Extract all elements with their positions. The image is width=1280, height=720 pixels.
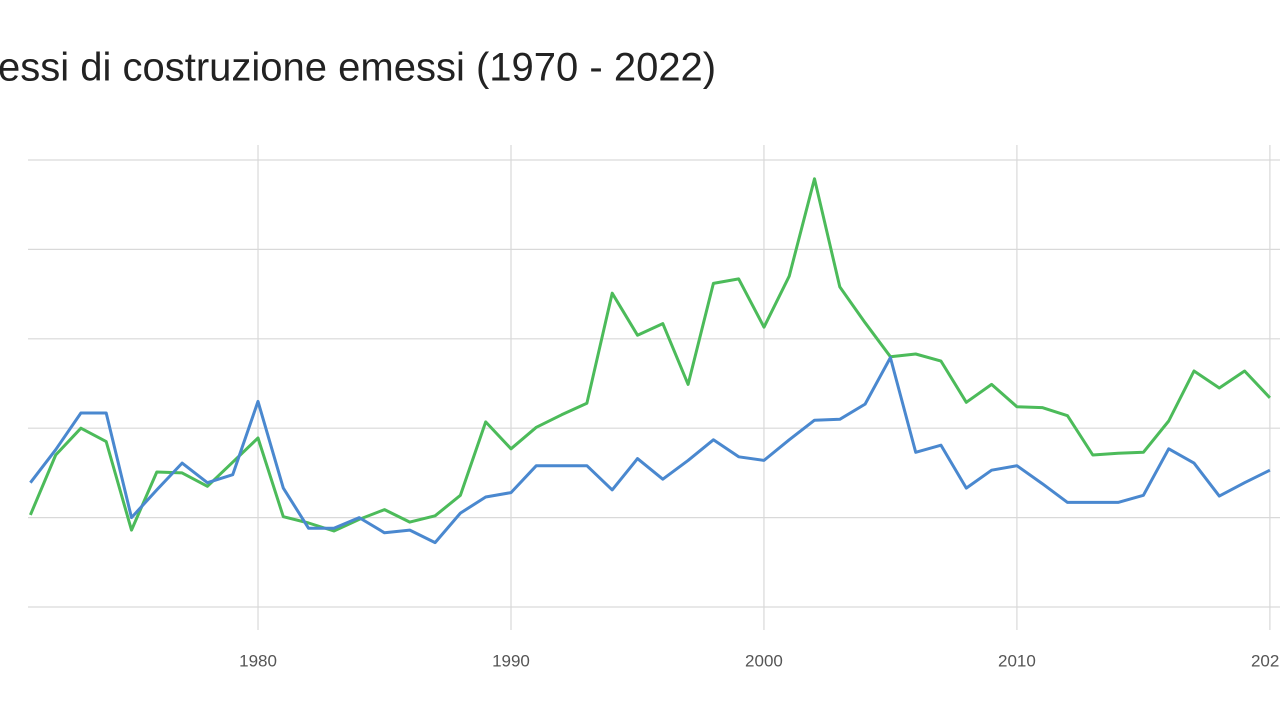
x-tick-label: 1990 bbox=[492, 651, 530, 670]
x-tick-label: 2010 bbox=[998, 651, 1036, 670]
chart-title: essi di costruzione emessi (1970 - 2022) bbox=[0, 46, 716, 90]
x-tick-label: 2000 bbox=[745, 651, 783, 670]
x-tick-label: 1980 bbox=[239, 651, 277, 670]
x-tick-label: 2020 bbox=[1251, 651, 1280, 670]
data-line bbox=[29, 356, 1271, 545]
data-line bbox=[29, 177, 1271, 533]
